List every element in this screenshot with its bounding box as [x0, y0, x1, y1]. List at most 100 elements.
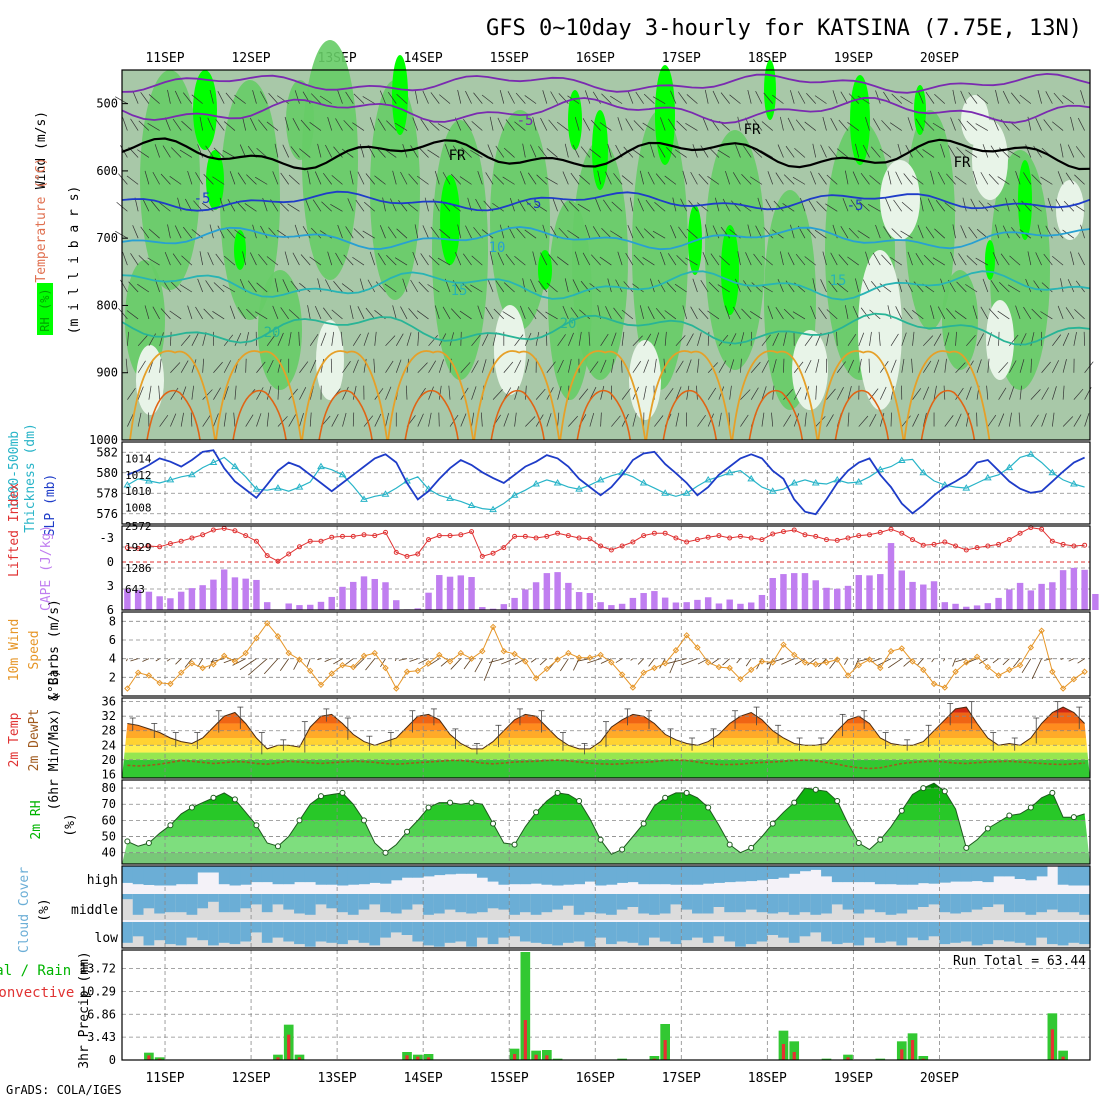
wind-barb [125, 358, 128, 373]
cloud-cover-cell [541, 894, 553, 913]
lifted-index-marker [619, 543, 625, 549]
wind-barb [1047, 197, 1053, 212]
wind-barb [420, 118, 429, 131]
wind-barb [745, 252, 752, 266]
rh-moist-region [286, 80, 314, 160]
wind-barb [374, 175, 386, 185]
cloud-cover-cell [627, 866, 639, 883]
wind-barb [299, 413, 304, 427]
wind-barb [621, 331, 625, 346]
wind-barb [274, 143, 279, 158]
wind-barb [349, 170, 354, 185]
cape-bar [618, 603, 626, 610]
wind-barb [169, 176, 182, 185]
wind-barb [412, 117, 419, 131]
cloud-cover-cell [713, 894, 725, 907]
wind-barb [1074, 174, 1085, 185]
dewpoint-label: 2m DewPt [27, 709, 42, 772]
wind-barb [319, 95, 332, 104]
thickness-marker [510, 491, 519, 498]
thickness-tick-label: 576 [96, 507, 118, 521]
wind-barb [223, 121, 236, 131]
wind-barb [282, 279, 290, 293]
wind-barb [741, 308, 752, 320]
wind-barb [1073, 388, 1084, 400]
wind-barb [615, 279, 623, 293]
cloud-cover-cell [659, 866, 672, 885]
wind-barb [258, 253, 268, 266]
wind-barb [740, 389, 751, 400]
wind-barb [369, 251, 376, 266]
cape-bar [651, 591, 658, 610]
wind-barb [883, 226, 892, 239]
cape-bar [242, 578, 249, 610]
cape-bar [694, 599, 701, 610]
cloud-cover-cell [1068, 922, 1080, 943]
rh-marker [468, 799, 475, 806]
bottom-date-label: 18SEP [748, 1071, 787, 1086]
temp-tick-label: 36 [102, 695, 116, 709]
precip-axis-label: 3hr Precip (mm) [77, 951, 92, 1068]
wind-speed-marker [575, 654, 583, 661]
wind-barb [610, 95, 623, 104]
wind-barb [666, 146, 677, 158]
cloud-cover-cell [562, 866, 575, 885]
cape-label: CAPE (J/kg) [39, 525, 54, 611]
wind-barb [126, 310, 139, 320]
isotherm-line [121, 137, 1091, 171]
cloud-cover-cell [562, 894, 575, 906]
wind-barb [685, 257, 698, 266]
wind-barb [879, 283, 892, 293]
lifted-index-marker [146, 543, 152, 549]
lifted-index-marker [651, 530, 657, 536]
wind-barb [607, 278, 612, 293]
wind-barb [664, 331, 667, 346]
rh-frame [121, 779, 1091, 865]
wind-speed-marker [737, 675, 744, 683]
wind-barb [702, 251, 709, 266]
cloud-cover-cell [326, 866, 338, 885]
wind-barb [664, 310, 677, 320]
cloud-cover-cell [595, 894, 607, 914]
wind-barb [427, 149, 440, 158]
wind-barb [979, 658, 989, 664]
wind-barb [751, 147, 763, 158]
wind-barb [667, 253, 677, 266]
wind-barb [410, 279, 419, 293]
wind-barb [589, 386, 597, 400]
wind-barb [1008, 412, 1012, 427]
precip-total-bar [789, 1041, 800, 1060]
cloud-level-label: high [87, 873, 118, 888]
wind-barb [698, 308, 709, 320]
wind-barb [437, 257, 451, 266]
wind-barb [320, 332, 327, 346]
wind-barb [304, 198, 311, 212]
thickness-marker [145, 476, 153, 484]
cloud-cover-cell [939, 866, 951, 883]
wind-barb [502, 311, 515, 320]
wind-barb [970, 198, 978, 212]
wind-barb [760, 284, 773, 293]
rh-marker [963, 844, 970, 851]
wind-barb [815, 359, 820, 373]
wind-barb [437, 123, 451, 131]
cape-bar [167, 598, 174, 610]
wind-barb [363, 332, 369, 346]
wind-barb [1041, 387, 1049, 400]
wind-barb [590, 254, 601, 266]
temp-tick-label: 20 [102, 753, 116, 767]
wind-barb [448, 385, 451, 400]
cloud-cover-cell [595, 922, 607, 938]
wind-barbs-label: & Barbs (m/s) [47, 599, 62, 701]
wind-barb [836, 387, 844, 400]
wind-barb [452, 145, 462, 158]
lifted-index-tick-label: -3 [100, 531, 114, 545]
cloud-cover-cell [433, 922, 446, 947]
cloud-cover-cell [778, 922, 790, 938]
pressure-tick-label: 900 [96, 366, 118, 380]
wind-barb [666, 281, 677, 293]
wind-barb [424, 197, 429, 212]
wind-barb [787, 117, 795, 131]
wind-barb [792, 311, 806, 320]
